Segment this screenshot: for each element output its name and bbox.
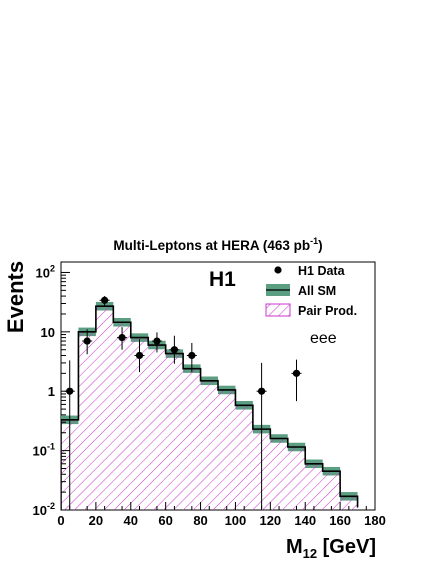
pair-prod-bin [113,322,131,510]
data-point [134,339,145,373]
x-tick-label: 100 [225,513,247,528]
pair-prod-bin [235,405,253,510]
x-tick-label: 120 [259,513,281,528]
pair-prod-histogram [61,305,359,510]
data-point [256,362,267,509]
data-marker [83,337,91,345]
channel-label: eee [310,330,337,347]
y-axis-label: Events [3,261,28,333]
legend: H1 Data All SM Pair Prod. [265,264,357,318]
legend-label-sm: All SM [298,284,336,298]
data-marker [170,346,178,354]
chart-title: Multi-Leptons at HERA (463 pb-1) [113,236,322,253]
y-tick-label: 1 [48,384,55,399]
all-sm-step-line [61,305,359,510]
x-axis: 0 20 40 60 80 100 120 140 160 180 [57,502,386,528]
pair-prod-bin [95,306,114,510]
x-tick-label: 180 [364,513,386,528]
pair-prod-bin [130,337,149,510]
pair-prod-bin [340,496,358,510]
y-tick-label: 10-2 [33,501,55,518]
data-marker [153,337,161,345]
pair-prod-bin [78,331,96,510]
legend-marker-pair [265,303,291,317]
pair-prod-bin [165,353,184,510]
x-tick-label: 80 [193,513,207,528]
x-tick-label: 20 [89,513,103,528]
pair-prod-bin [183,368,201,510]
data-marker [118,333,126,342]
data-marker [292,369,301,377]
data-marker [135,351,144,360]
x-tick-label: 60 [158,513,172,528]
y-tick-label: 10 [41,325,55,340]
data-point [99,296,110,307]
data-point [82,329,93,355]
pair-prod-bin [287,447,306,510]
x-axis-label: M12 [GeV] [286,536,376,561]
data-point [291,359,302,402]
x-tick-label: 160 [329,513,351,528]
data-marker [258,387,266,395]
data-point [186,342,197,373]
pair-prod-bin [305,463,323,510]
data-point [169,335,180,364]
y-tick-label: 10-1 [33,442,55,459]
pair-prod-bin [200,380,218,510]
legend-label-pair: Pair Prod. [298,304,357,318]
pair-prod-bin [148,345,166,510]
data-marker [101,296,109,304]
data-point [117,327,128,350]
y-tick-label: 102 [36,263,55,280]
data-point [151,332,162,353]
pair-prod-bin [270,438,288,510]
legend-marker-data [274,266,282,274]
legend-label-data: H1 Data [298,264,346,278]
x-tick-label: 140 [294,513,316,528]
x-tick-label: 0 [57,513,64,528]
pair-prod-bin [322,471,341,510]
x-tick-label: 40 [124,513,138,528]
data-marker [188,351,196,360]
experiment-label: H1 [209,268,236,291]
y-axis: 10-2 10-1 1 10 102 [33,263,70,518]
pair-prod-bin [218,389,236,510]
